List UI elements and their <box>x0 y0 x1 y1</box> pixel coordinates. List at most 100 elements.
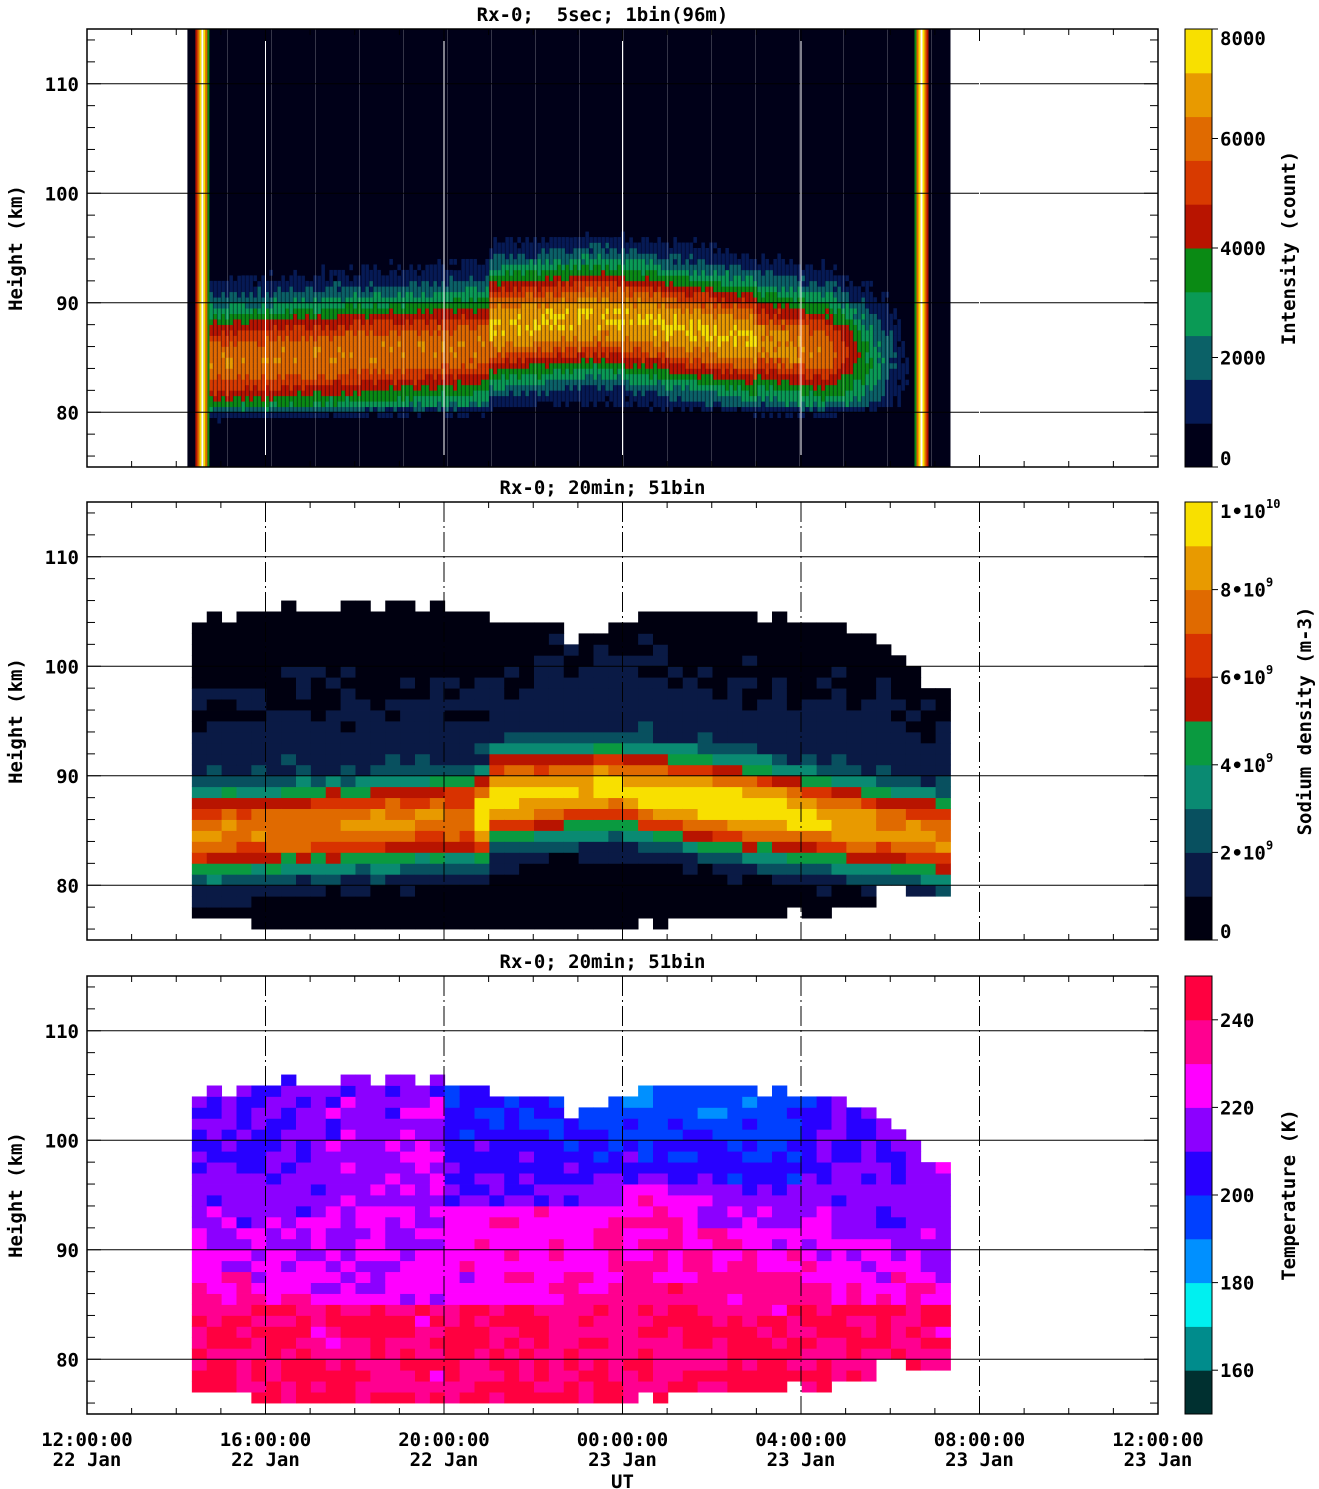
intensity-cell <box>689 346 693 353</box>
intensity-cell <box>721 291 725 298</box>
intensity-cell <box>801 406 805 413</box>
intensity-cell <box>417 319 421 325</box>
intensity-cell <box>213 368 217 375</box>
intensity-cell <box>285 280 289 287</box>
intensity-cell <box>225 324 229 331</box>
intensity-cell <box>413 401 417 408</box>
intensity-cell <box>269 357 273 364</box>
intensity-cell <box>533 297 537 304</box>
intensity-cell <box>489 286 493 293</box>
intensity-cell <box>441 297 445 304</box>
intensity-cell <box>481 390 485 397</box>
intensity-cell <box>573 341 577 347</box>
intensity-cell <box>645 302 649 309</box>
intensity-cell <box>541 357 545 364</box>
intensity-cell <box>221 346 225 353</box>
intensity-cell <box>245 368 249 375</box>
intensity-cell <box>693 297 697 304</box>
intensity-cell <box>385 302 389 309</box>
intensity-cell <box>441 357 445 364</box>
intensity-cell <box>801 390 805 397</box>
intensity-cell <box>801 286 805 293</box>
intensity-cell <box>589 346 593 353</box>
intensity-cell <box>533 308 537 314</box>
intensity-cell <box>721 280 725 287</box>
intensity-cell <box>517 395 521 402</box>
intensity-cell <box>873 302 877 309</box>
intensity-cell <box>409 291 413 298</box>
intensity-cell <box>769 384 773 391</box>
intensity-cell <box>801 357 805 364</box>
intensity-cell <box>493 390 497 397</box>
intensity-cell <box>877 384 881 391</box>
intensity-cell <box>273 357 277 364</box>
intensity-cell <box>629 352 633 358</box>
intensity-cell <box>293 313 297 320</box>
intensity-cell <box>361 324 365 331</box>
intensity-cell <box>597 390 601 397</box>
intensity-cell <box>885 390 889 397</box>
intensity-cell <box>557 362 561 369</box>
intensity-cell <box>665 384 669 391</box>
intensity-cell <box>809 264 813 271</box>
intensity-cell <box>821 302 825 309</box>
intensity-cell <box>573 286 577 293</box>
intensity-cell <box>749 280 753 287</box>
intensity-cell <box>693 379 697 386</box>
intensity-cell <box>593 286 597 293</box>
intensity-cell <box>781 319 785 325</box>
intensity-cell <box>677 248 681 254</box>
intensity-cell <box>645 346 649 353</box>
intensity-cell <box>773 264 777 271</box>
intensity-cell <box>729 395 733 402</box>
intensity-cell <box>801 395 805 402</box>
intensity-cell <box>613 373 617 380</box>
intensity-cell <box>601 324 605 331</box>
intensity-cell <box>653 330 657 336</box>
intensity-cell <box>857 352 861 358</box>
intensity-cell <box>789 362 793 369</box>
intensity-cell <box>681 362 685 369</box>
intensity-cell <box>625 401 629 408</box>
intensity-cell <box>285 324 289 331</box>
intensity-cell <box>561 319 565 325</box>
intensity-cell <box>725 362 729 369</box>
intensity-cell <box>573 258 577 265</box>
intensity-cell <box>617 330 621 336</box>
intensity-cell <box>557 373 561 380</box>
intensity-cell <box>681 324 685 331</box>
intensity-cell <box>301 313 305 320</box>
intensity-cell <box>225 302 229 309</box>
intensity-cell <box>333 346 337 353</box>
intensity-cell <box>289 357 293 364</box>
intensity-cell <box>741 346 745 353</box>
intensity-cell <box>529 390 533 397</box>
intensity-cell <box>549 352 553 358</box>
intensity-cell <box>709 395 713 402</box>
intensity-cell <box>265 341 269 347</box>
intensity-cell <box>781 373 785 380</box>
intensity-cell <box>809 297 813 304</box>
intensity-cell <box>649 341 653 347</box>
intensity-cell <box>309 368 313 375</box>
intensity-cell <box>665 395 669 402</box>
intensity-cell <box>269 286 273 293</box>
intensity-cell <box>765 357 769 364</box>
intensity-cell <box>561 275 565 282</box>
intensity-cell <box>473 269 477 276</box>
intensity-cell <box>629 357 633 364</box>
intensity-cell <box>897 395 901 402</box>
intensity-cell <box>761 280 765 287</box>
intensity-cell <box>565 346 569 353</box>
intensity-cell <box>565 275 569 282</box>
intensity-cell <box>817 319 821 325</box>
intensity-cell <box>733 308 737 314</box>
intensity-cell <box>585 237 589 243</box>
intensity-cell <box>517 362 521 369</box>
intensity-cell <box>293 291 297 298</box>
intensity-cell <box>333 341 337 347</box>
intensity-cell <box>749 275 753 282</box>
intensity-cell <box>321 379 325 386</box>
intensity-cell <box>893 395 897 402</box>
intensity-cell <box>677 313 681 320</box>
